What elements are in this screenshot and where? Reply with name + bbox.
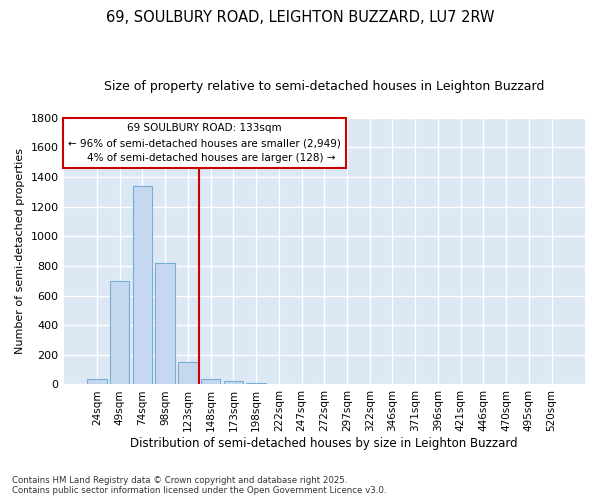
Text: Contains HM Land Registry data © Crown copyright and database right 2025.
Contai: Contains HM Land Registry data © Crown c… [12, 476, 386, 495]
Y-axis label: Number of semi-detached properties: Number of semi-detached properties [15, 148, 25, 354]
Bar [110, 280, 130, 384]
Bar [224, 381, 243, 384]
Bar [247, 382, 266, 384]
Bar [155, 263, 175, 384]
Bar [87, 378, 107, 384]
Bar [201, 378, 220, 384]
Text: 69 SOULBURY ROAD: 133sqm
← 96% of semi-detached houses are smaller (2,949)
    4: 69 SOULBURY ROAD: 133sqm ← 96% of semi-d… [68, 124, 341, 163]
Text: 69, SOULBURY ROAD, LEIGHTON BUZZARD, LU7 2RW: 69, SOULBURY ROAD, LEIGHTON BUZZARD, LU7… [106, 10, 494, 25]
Title: Size of property relative to semi-detached houses in Leighton Buzzard: Size of property relative to semi-detach… [104, 80, 544, 93]
Bar [178, 362, 197, 384]
X-axis label: Distribution of semi-detached houses by size in Leighton Buzzard: Distribution of semi-detached houses by … [130, 437, 518, 450]
Bar [133, 186, 152, 384]
